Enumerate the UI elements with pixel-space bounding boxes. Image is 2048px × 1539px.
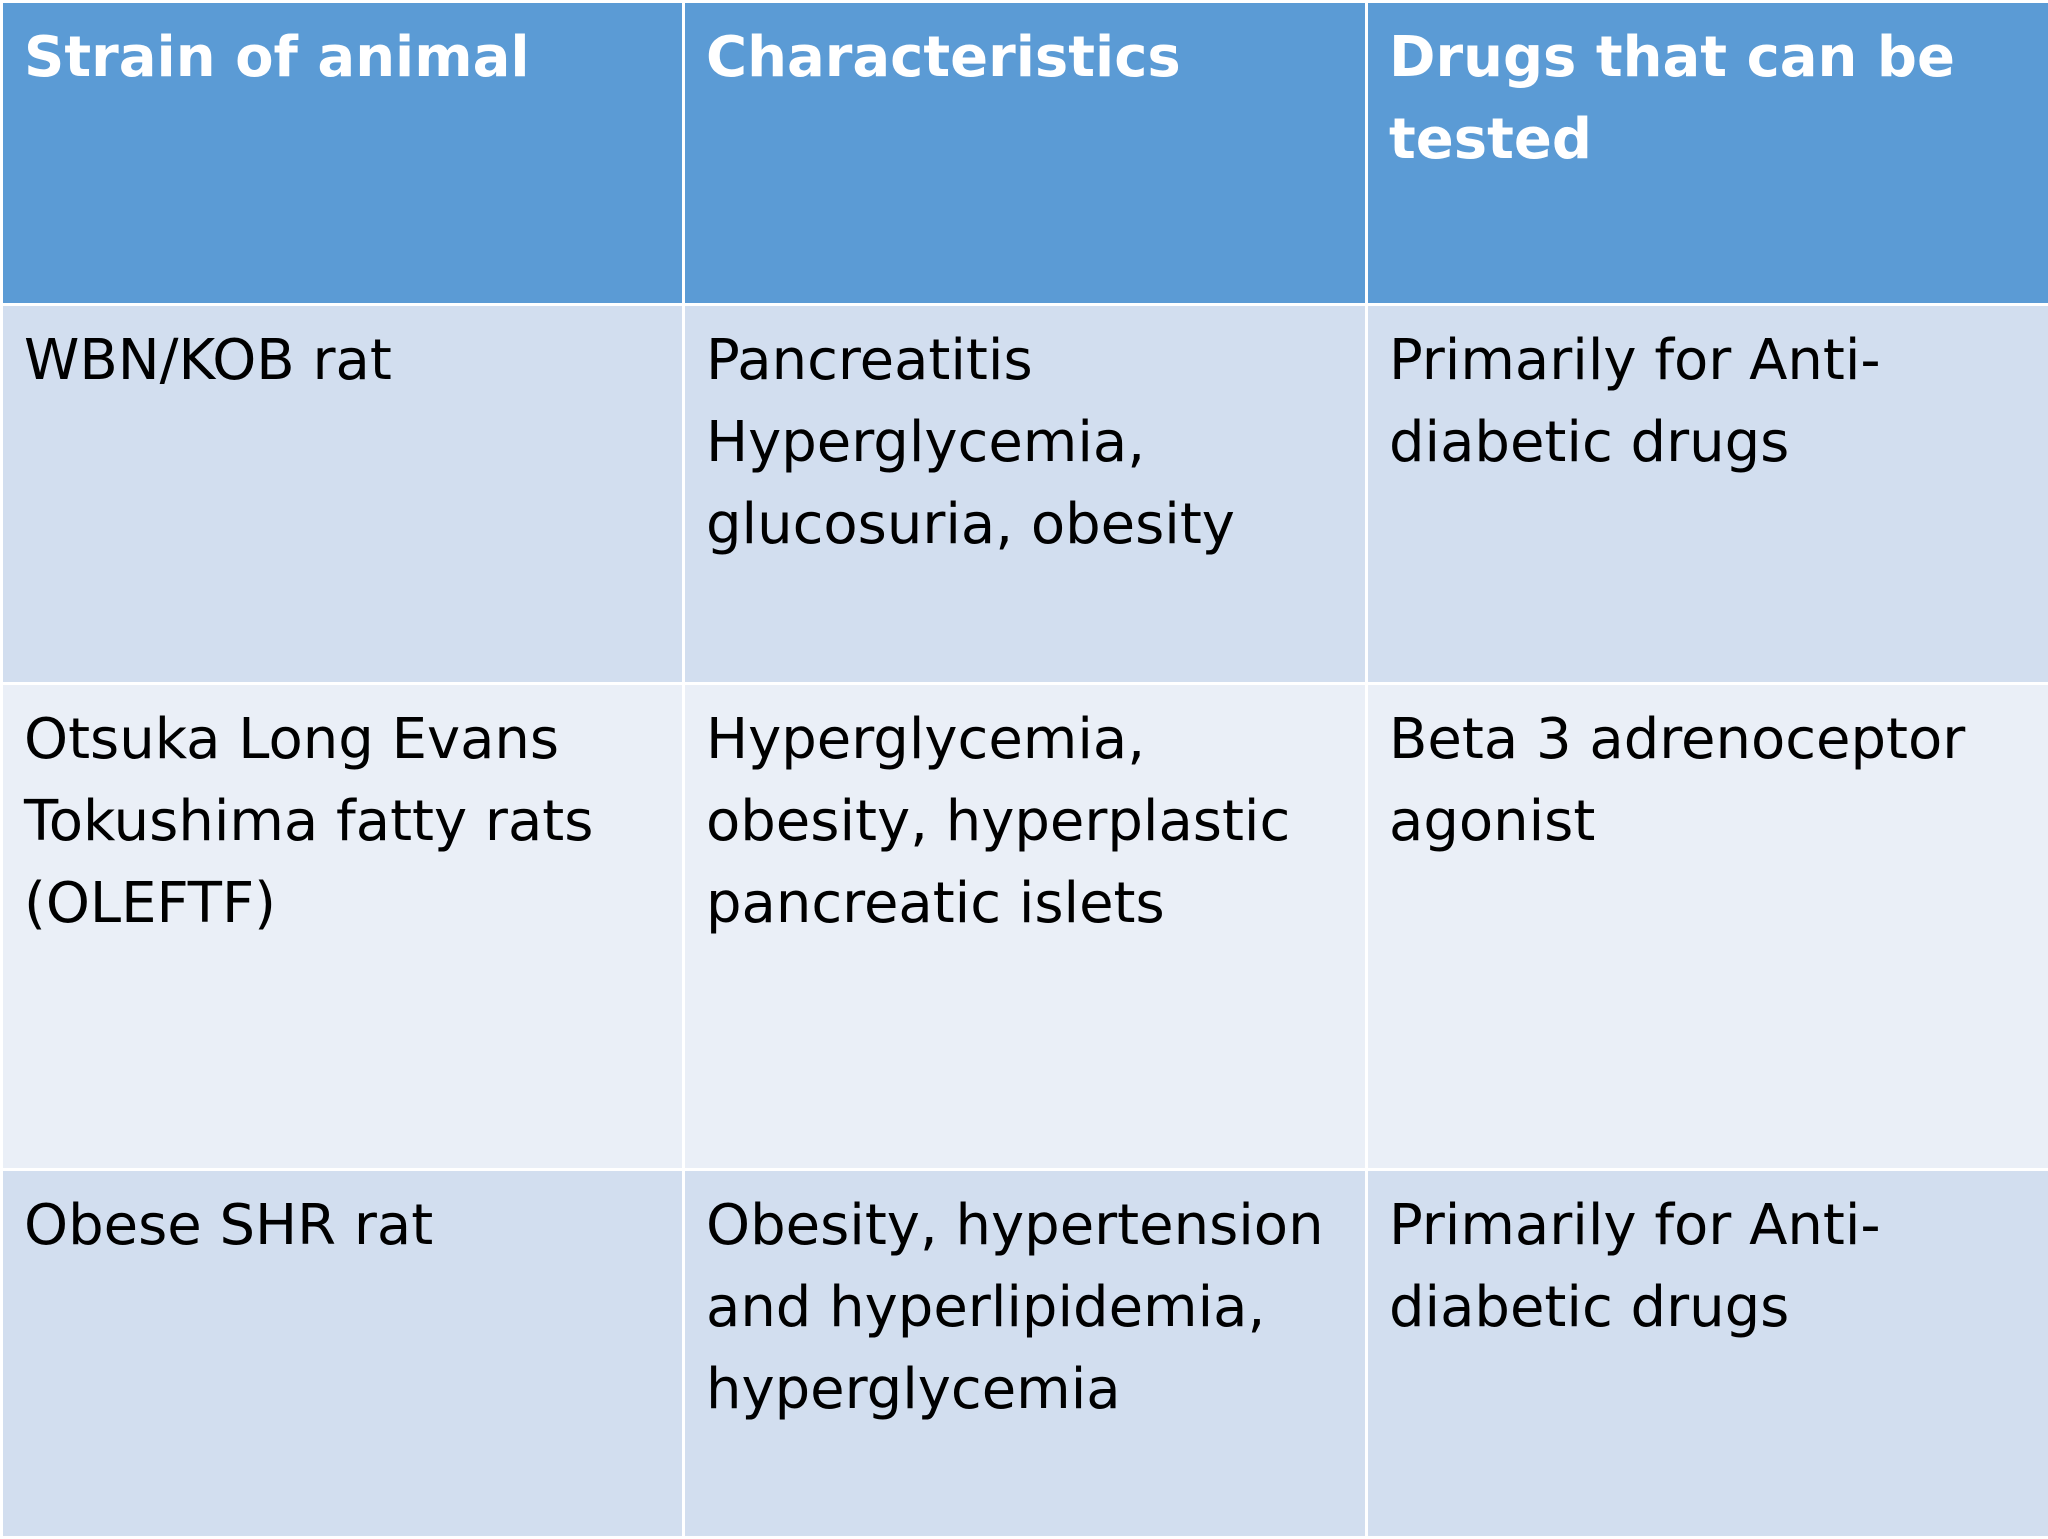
cell-line: Primarily for Anti-	[1389, 320, 2028, 402]
cell-line: Beta 3 adrenoceptor	[1389, 699, 2028, 781]
cell-line: obesity, hyperplastic	[706, 781, 1345, 863]
cell-line: pancreatic islets	[706, 863, 1345, 945]
cell-line: tested	[1389, 99, 2028, 181]
cell-line: and hyperlipidemia,	[706, 1267, 1345, 1349]
cell-line: diabetic drugs	[1389, 1267, 2028, 1349]
cell-line: diabetic drugs	[1389, 402, 2028, 484]
cell-line: Otsuka Long Evans	[24, 699, 662, 781]
cell-line: Hyperglycemia,	[706, 699, 1345, 781]
cell-line: Strain of animal	[24, 17, 662, 99]
cell-line: Primarily for Anti-	[1389, 1185, 2028, 1267]
cell-line: Characteristics	[706, 17, 1345, 99]
cell-line: agonist	[1389, 781, 2028, 863]
cell-line: Tokushima fatty rats	[24, 781, 662, 863]
header-cell: Characteristics	[684, 2, 1367, 305]
cell-line: Pancreatitis	[706, 320, 1345, 402]
cell-line: Obese SHR rat	[24, 1185, 662, 1267]
cell-line: (OLEFTF)	[24, 863, 662, 945]
cell-line: Hyperglycemia,	[706, 402, 1345, 484]
header-row: Strain of animal Characteristics Drugs tha…	[2, 2, 2048, 305]
header-cell: Strain of animal	[2, 2, 684, 305]
cell-line: Drugs that can be	[1389, 17, 2028, 99]
table-cell: Primarily for Anti-diabetic drugs	[1367, 1170, 2048, 1538]
table-cell: Obese SHR rat	[2, 1170, 684, 1538]
table-cell: Primarily for Anti-diabetic drugs	[1367, 305, 2048, 684]
cell-line: glucosuria, obesity	[706, 484, 1345, 566]
cell-line: WBN/KOB rat	[24, 320, 662, 402]
cell-line: hyperglycemia	[706, 1349, 1345, 1431]
table-cell: WBN/KOB rat	[2, 305, 684, 684]
cell-line: Obesity, hypertension	[706, 1185, 1345, 1267]
